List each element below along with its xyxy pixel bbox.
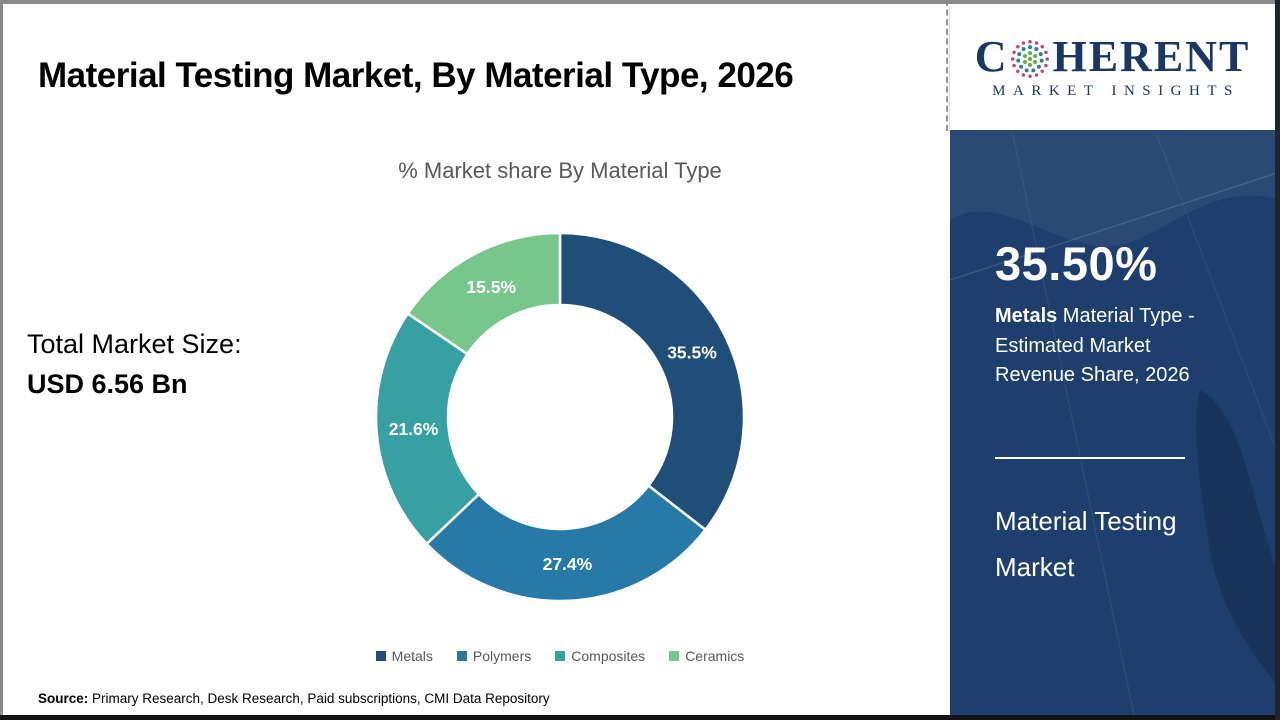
- frame-border-right: [1275, 0, 1280, 720]
- frame-border-bottom: [0, 715, 1275, 720]
- logo: C HERENT MARKET INSIGHTS: [950, 4, 1275, 131]
- logo-text-prefix: C: [974, 32, 1009, 81]
- legend-label-metals: Metals: [391, 648, 433, 664]
- dashed-separator: [946, 0, 948, 131]
- donut-segment-label-ceramics: 15.5%: [466, 277, 516, 297]
- page-title: Material Testing Market, By Material Typ…: [38, 56, 794, 96]
- highlight-description: Metals Material Type - Estimated Market …: [995, 305, 1195, 386]
- frame-border-left: [0, 0, 3, 720]
- donut-segment-ceramics: [406, 231, 562, 356]
- donut-chart: 35.5% 27.4% 21.6% 15.5%: [374, 231, 746, 603]
- legend-swatch-polymers: [456, 651, 467, 661]
- donut-segment-label-composites: 21.6%: [389, 419, 439, 439]
- globe-icon: [1011, 40, 1050, 78]
- total-market-size-block: Total Market Size: USD 6.56 Bn: [27, 324, 242, 404]
- total-market-size-label: Total Market Size:: [27, 329, 242, 359]
- source-text: Primary Research, Desk Research, Paid su…: [88, 691, 550, 706]
- total-market-size-value: USD 6.56 Bn: [27, 369, 188, 399]
- source-label: Source:: [38, 691, 89, 706]
- highlight-segment-name: Metals: [995, 305, 1058, 327]
- logo-subtitle: MARKET INSIGHTS: [992, 83, 1240, 99]
- legend-label-ceramics: Ceramics: [685, 648, 745, 664]
- donut-segment-label-metals: 35.5%: [667, 342, 717, 362]
- legend-item-composites: Composites: [555, 648, 645, 664]
- donut-segment-metals: [558, 231, 746, 532]
- frame-border-top: [0, 0, 1280, 4]
- legend-item-ceramics: Ceramics: [669, 648, 744, 664]
- donut-segment-label-polymers: 27.4%: [543, 554, 593, 574]
- sidebar-market-name: Material Testing Market: [995, 506, 1177, 582]
- legend-item-metals: Metals: [375, 648, 433, 664]
- source-line: Source: Primary Research, Desk Research,…: [38, 691, 550, 706]
- world-map-decoration: [950, 130, 1280, 720]
- sidebar-divider: [995, 457, 1185, 459]
- highlight-percentage: 35.50%: [995, 237, 1158, 290]
- logo-text-suffix: HERENT: [1052, 32, 1251, 81]
- donut-segment-composites: [374, 311, 481, 546]
- legend-label-polymers: Polymers: [472, 648, 532, 664]
- legend-swatch-composites: [555, 651, 566, 661]
- legend-item-polymers: Polymers: [456, 648, 532, 664]
- chart-legend: Metals Polymers Composites Ceramics: [170, 648, 950, 664]
- chart-subtitle: % Market share By Material Type: [398, 158, 722, 183]
- logo-wordmark: C HERENT: [975, 35, 1251, 79]
- donut-segment-polymers: [424, 483, 708, 603]
- sidebar: 35.50% Metals Material Type - Estimated …: [950, 130, 1280, 720]
- legend-label-composites: Composites: [571, 648, 646, 664]
- legend-swatch-metals: [375, 651, 386, 661]
- legend-swatch-ceramics: [669, 651, 680, 661]
